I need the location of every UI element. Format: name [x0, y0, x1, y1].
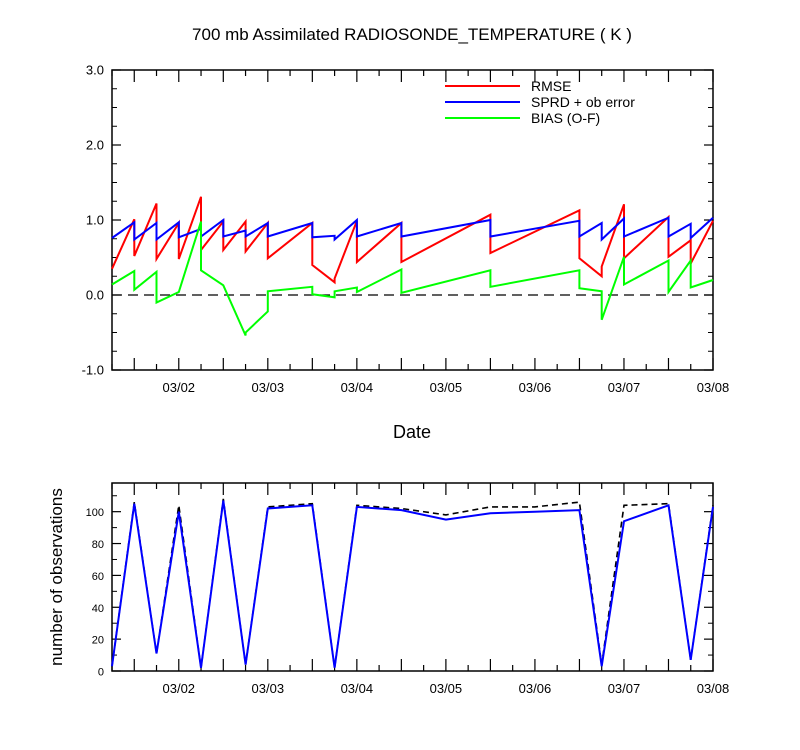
x-tick-label: 03/04: [341, 380, 374, 395]
x-tick-label: 03/05: [430, 380, 463, 395]
y-tick-label: -1.0: [82, 363, 104, 378]
x-tick-label: 03/04: [341, 681, 374, 696]
y-tick-label: 2.0: [86, 138, 104, 153]
y-tick-label: 100: [86, 507, 104, 519]
x-tick-label: 03/03: [252, 681, 285, 696]
y-tick-label: 80: [92, 539, 104, 551]
x-tick-label: 03/08: [697, 380, 730, 395]
y-tick-label: 40: [92, 603, 104, 615]
bottom-plot: 03/02 03/03 03/04 03/05 03/06 03/07 03/08 0 20 40…: [86, 482, 730, 696]
series-line-2: [111, 500, 714, 668]
chart-title: 700 mb Assimilated RADIOSONDE_TEMPERATUR…: [192, 25, 632, 44]
y-tick-label: 60: [92, 571, 104, 583]
y-axis-label: number of observations: [47, 488, 66, 666]
top-plot: 03/02 03/03 03/04 03/05 03/06 03/07 03/08 -1.0 0…: [82, 63, 730, 396]
y-tick-label: 3.0: [86, 63, 104, 78]
x-tick-label: 03/02: [163, 681, 196, 696]
legend-label: SPRD + ob error: [531, 94, 635, 110]
series-rmse: [111, 196, 714, 285]
x-tick-label: 03/02: [163, 380, 196, 395]
x-tick-label: 03/07: [608, 681, 641, 696]
x-tick-label: 03/08: [697, 681, 730, 696]
plot-frame: [111, 482, 714, 672]
x-tick-label: 03/03: [252, 380, 285, 395]
y-tick-label: 20: [92, 635, 104, 647]
legend-label: BIAS (O-F): [531, 110, 600, 126]
series-bias-o-f: [111, 221, 714, 336]
x-axis-label: Date: [393, 422, 431, 442]
y-tick-label: 0.0: [86, 288, 104, 303]
x-tick-label: 03/06: [519, 681, 552, 696]
y-tick-label: 1.0: [86, 213, 104, 228]
x-tick-label: 03/07: [608, 380, 641, 395]
legend-label: RMSE: [531, 78, 571, 94]
x-tick-label: 03/05: [430, 681, 463, 696]
y-tick-label: 0: [98, 667, 104, 679]
x-tick-label: 03/06: [519, 380, 552, 395]
series-sprd-ob-error: [111, 216, 714, 242]
